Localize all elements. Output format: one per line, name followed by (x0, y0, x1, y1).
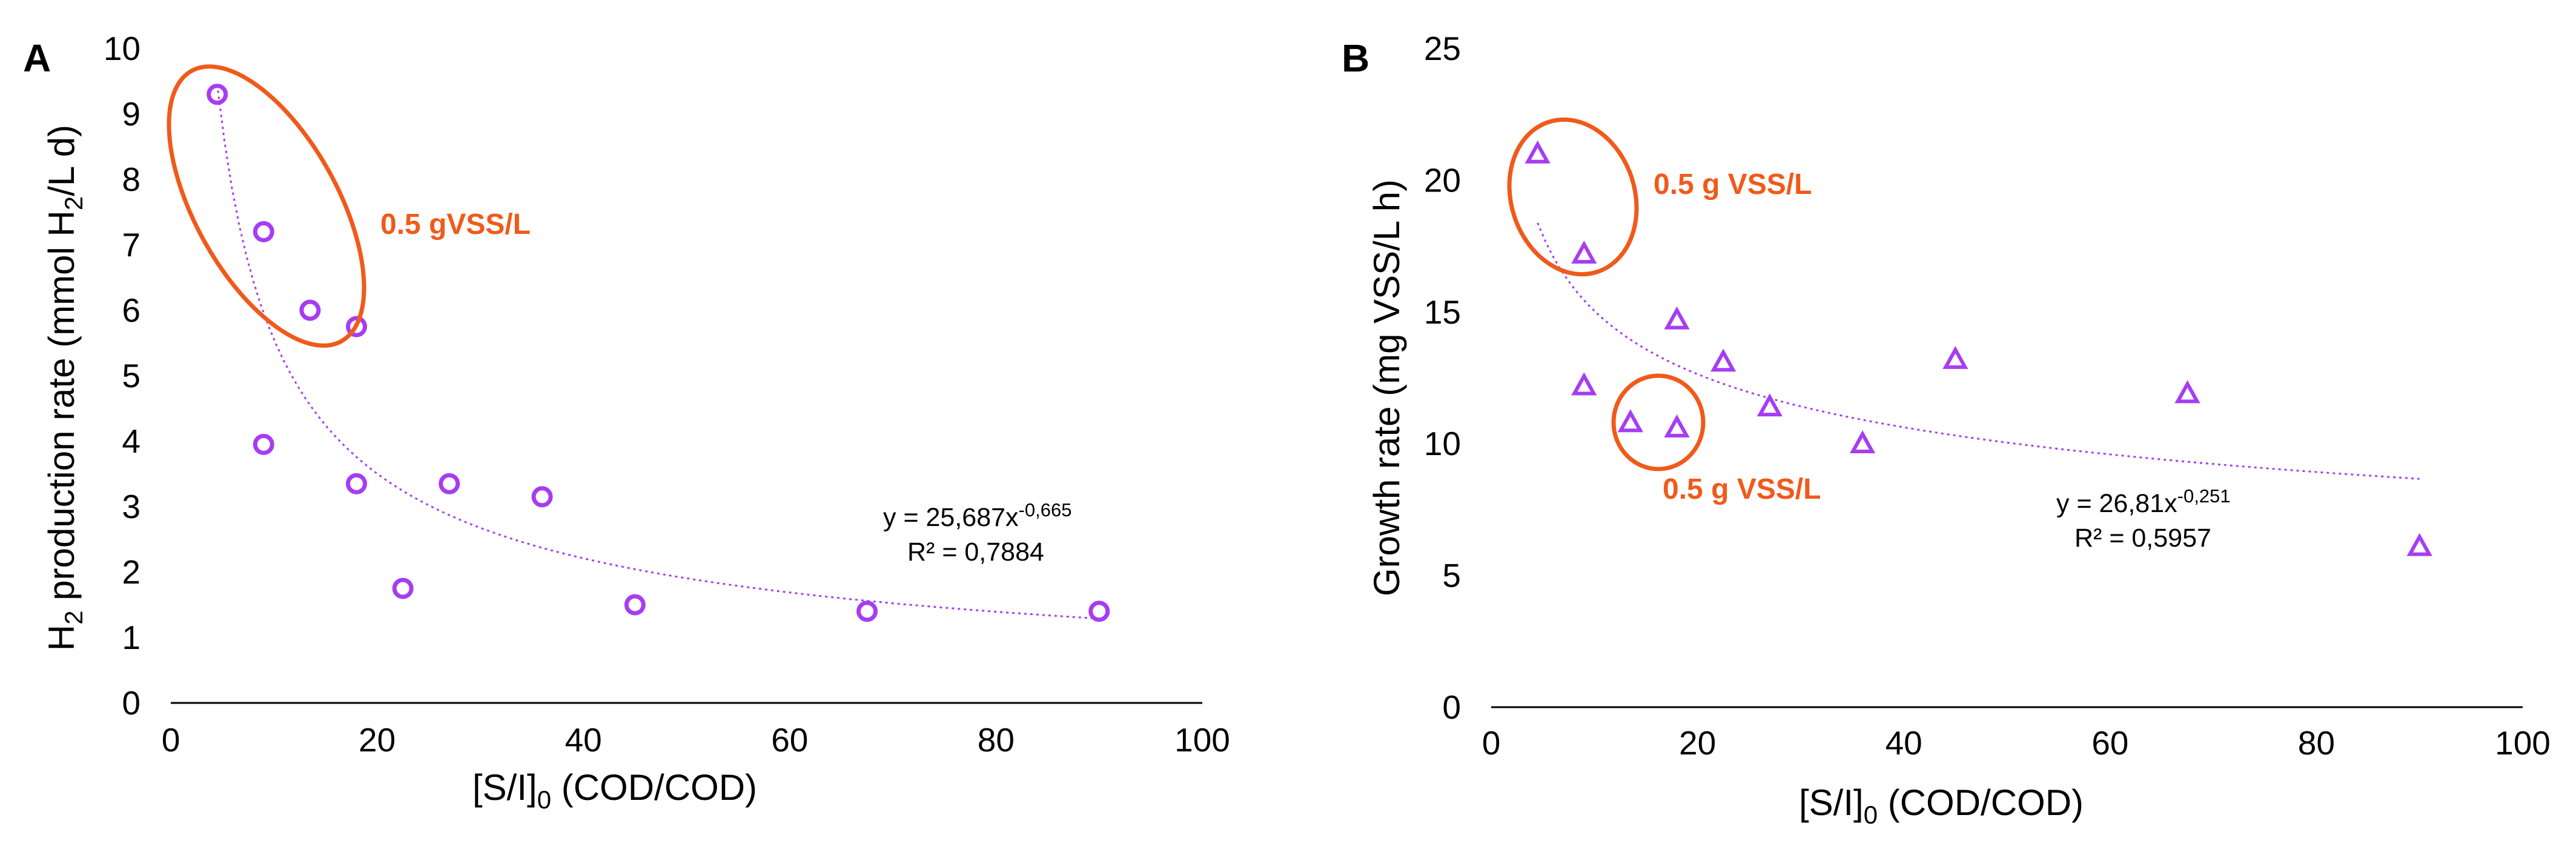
x-axis-ticks-b: 0 20 40 60 80 100 (1482, 724, 2551, 762)
y-tick-label-a: 9 (122, 95, 141, 133)
y-tick-label-a: 5 (122, 357, 141, 394)
y-tick-label-a: 1 (122, 619, 141, 656)
annotation-label-b-top: 0.5 g VSS/L (1654, 168, 1812, 201)
data-point (1571, 240, 1597, 264)
x-axis-title-a-rest: (COD/COD) (551, 767, 757, 808)
annotation-label-b-bottom: 0.5 g VSS/L (1663, 473, 1821, 505)
y-tick-label-a: 0 (122, 684, 141, 722)
annotation-label-a: 0.5 gVSS/L (380, 208, 531, 241)
x-tick-label-b: 100 (2495, 724, 2551, 762)
x-tick-label-a: 40 (565, 721, 602, 759)
x-tick-label-b: 0 (1482, 724, 1501, 762)
data-point (346, 316, 368, 338)
data-point (856, 601, 878, 622)
y-axis-title-a: H2 production rate (mmol H2/L d) (41, 125, 88, 651)
data-point (1664, 306, 1690, 330)
data-points-b (1525, 140, 2432, 556)
x-tick-label-b: 80 (2298, 724, 2335, 762)
data-point (346, 473, 368, 494)
data-points-a (207, 84, 1110, 622)
data-point (207, 84, 228, 105)
x-tick-label-a: 100 (1174, 721, 1230, 759)
x-axis-title-a-sub: 0 (537, 785, 551, 814)
data-point (1617, 409, 1644, 433)
y-tick-label-a: 2 (122, 553, 141, 591)
panel-letter-a: A (23, 36, 51, 80)
y-tick-label-a: 4 (122, 422, 141, 460)
data-point (1571, 372, 1597, 396)
data-point (1088, 601, 1110, 622)
y-tick-label-a: 7 (122, 226, 141, 264)
y-axis-title-a-pre: H (41, 625, 82, 651)
x-tick-label-a: 60 (771, 721, 808, 759)
r-squared-b: R² = 0,5957 (2074, 524, 2211, 553)
data-point (2174, 380, 2200, 404)
data-point (1942, 345, 1968, 369)
y-axis-title-a-sub2: 2 (59, 196, 88, 210)
x-tick-label-b: 60 (2091, 724, 2128, 762)
y-tick-label-b: 0 (1442, 688, 1461, 726)
trend-equation-b-base: y = 26,81x (2056, 489, 2177, 518)
y-axis-title-a-mid: production rate (mmol H (41, 210, 82, 610)
y-tick-label-b: 20 (1424, 161, 1461, 199)
x-axis-ticks-a: 0 20 40 60 80 100 (162, 721, 1230, 759)
data-point (624, 594, 646, 616)
trendline-a (216, 84, 1099, 620)
data-point (439, 473, 460, 494)
highlight-ellipse-a (167, 64, 366, 348)
highlight-ellipse-b-bottom (1611, 373, 1706, 471)
x-axis-title-b-sub: 0 (1864, 800, 1878, 829)
trendline-b (1537, 222, 2420, 480)
x-tick-label-a: 20 (359, 721, 396, 759)
y-axis-title-b: Growth rate (mg VSS/L h) (1366, 179, 1407, 596)
data-point (1525, 140, 1551, 164)
data-point (2406, 533, 2432, 556)
y-tick-label-a: 6 (122, 291, 141, 329)
data-point (531, 486, 553, 508)
data-point (1710, 348, 1737, 372)
x-axis-title-b: [S/I]0 (COD/COD) (1799, 782, 2084, 829)
y-axis-ticks-a: 0 1 2 3 4 5 6 7 8 9 10 (104, 30, 141, 722)
y-tick-label-a: 10 (104, 30, 141, 67)
y-tick-label-b: 5 (1442, 557, 1461, 594)
y-axis-ticks-b: 0 5 10 15 20 25 (1424, 30, 1461, 726)
data-point (1757, 393, 1783, 417)
trend-equation-b: y = 26,81x-0,251 (2056, 485, 2231, 518)
x-axis-title-b-rest: (COD/COD) (1878, 782, 2084, 823)
x-tick-label-a: 80 (978, 721, 1015, 759)
trend-equation-a-exponent: -0,665 (1019, 499, 1072, 521)
trend-equation-b-exponent: -0,251 (2177, 485, 2231, 507)
x-tick-label-a: 0 (162, 721, 180, 759)
chart-b: B 0 5 10 15 20 25 0 20 40 60 80 100 0.5 g VSS/L 0.… (1342, 30, 2551, 829)
x-axis-title-a: [S/I]0 (COD/COD) (472, 767, 757, 814)
y-tick-label-b: 10 (1424, 425, 1461, 462)
x-tick-label-b: 20 (1679, 724, 1716, 762)
data-point (253, 221, 274, 242)
y-tick-label-b: 15 (1424, 293, 1461, 331)
y-tick-label-a: 8 (122, 161, 141, 198)
r-squared-a: R² = 0,7884 (907, 537, 1044, 567)
data-point (1664, 414, 1690, 438)
trend-equation-a: y = 25,687x-0,665 (883, 499, 1071, 532)
y-tick-label-a: 3 (122, 488, 141, 525)
highlight-ellipse-b-top (1507, 117, 1639, 277)
data-point (299, 299, 321, 321)
x-axis-title-a-main: [S/I] (472, 767, 537, 808)
data-point (253, 433, 274, 455)
x-tick-label-b: 40 (1886, 724, 1922, 762)
data-point (1849, 430, 1876, 453)
y-tick-label-b: 25 (1424, 30, 1461, 67)
panel-letter-b: B (1342, 36, 1369, 80)
x-axis-title-b-main: [S/I] (1799, 782, 1864, 823)
y-axis-title-a-sub: 2 (59, 610, 88, 624)
y-axis-title-a-post: /L d) (41, 125, 82, 196)
trend-equation-a-base: y = 25,687x (883, 503, 1019, 532)
data-point (392, 577, 414, 599)
